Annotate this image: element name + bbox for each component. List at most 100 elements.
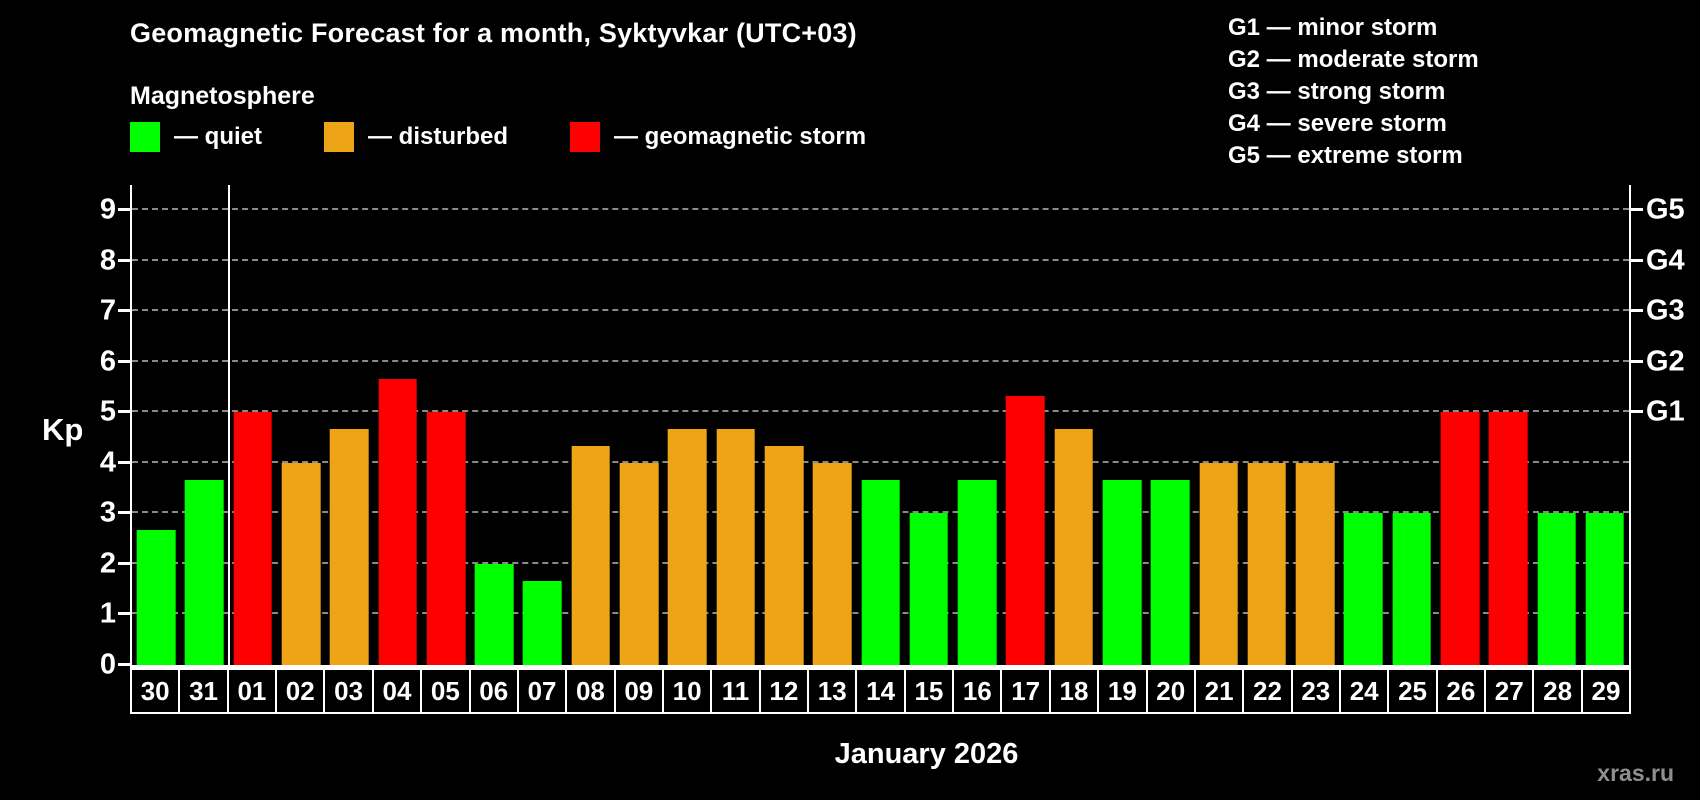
g-tick-G3 — [1631, 309, 1643, 313]
bar-day-15 — [909, 513, 949, 665]
bar-day-26 — [1440, 412, 1480, 665]
y-label-4: 4 — [99, 446, 116, 479]
gridline-kp-7 — [132, 309, 1629, 312]
bar-day-29 — [1585, 513, 1625, 665]
g-tick-G2 — [1631, 359, 1643, 363]
date-cell-23: 23 — [1290, 668, 1341, 714]
g-label-G4: G4 — [1646, 244, 1685, 277]
y-tick-5 — [118, 410, 130, 414]
chart-subtitle: Magnetosphere — [130, 82, 315, 110]
gridline-kp-4 — [132, 460, 1629, 463]
bar-day-19 — [1102, 479, 1142, 665]
date-cell-08: 08 — [565, 668, 616, 714]
date-cell-02: 02 — [275, 668, 326, 714]
y-label-5: 5 — [99, 395, 116, 428]
date-cell-04: 04 — [371, 668, 423, 714]
y-axis-title: Kp — [42, 412, 84, 447]
date-cell-27: 27 — [1484, 668, 1535, 714]
legend-item-storm: — geomagnetic storm — [570, 122, 866, 152]
legend-label-storm: — geomagnetic storm — [614, 123, 867, 150]
gridline-kp-5 — [132, 410, 1629, 413]
bar-day-14 — [861, 479, 900, 665]
bar-day-25 — [1392, 513, 1431, 665]
y-tick-0 — [118, 663, 130, 666]
gridline-kp-6 — [132, 359, 1629, 362]
bar-day-22 — [1247, 462, 1287, 665]
bar-day-12 — [764, 446, 804, 665]
y-label-1: 1 — [99, 597, 116, 630]
date-cell-21: 21 — [1193, 668, 1245, 714]
date-cell-26: 26 — [1435, 668, 1487, 714]
y-tick-1 — [118, 612, 130, 616]
plot-area — [118, 185, 1643, 668]
date-cell-20: 20 — [1145, 668, 1196, 714]
bar-day-01 — [233, 412, 273, 665]
g-tick-G1 — [1631, 410, 1643, 414]
legend-label-quiet: — quiet — [174, 123, 262, 150]
g-label-G1: G1 — [1646, 395, 1685, 428]
g-label-G3: G3 — [1646, 294, 1685, 327]
bar-day-05 — [426, 412, 466, 665]
date-cell-10: 10 — [661, 668, 713, 714]
bar-day-31 — [185, 479, 224, 665]
g-scale-line-5: G5 — extreme storm — [1228, 142, 1463, 169]
bar-day-09 — [619, 462, 659, 665]
y-tick-2 — [118, 561, 130, 565]
g-tick-G5 — [1631, 208, 1643, 212]
watermark: xras.ru — [1597, 760, 1674, 786]
bar-day-17 — [1006, 395, 1045, 665]
bar-day-08 — [571, 446, 611, 665]
bar-day-04 — [378, 378, 417, 665]
legend-swatch-disturbed — [324, 122, 354, 152]
date-axis: 30 31 01 02 03 04 05 06 07 08 09 10 11 12 13 14 15 16 17 18… — [130, 668, 1632, 714]
bar-day-03 — [329, 429, 369, 665]
date-cell-30: 30 — [130, 668, 181, 714]
g-scale-line-2: G2 — moderate storm — [1228, 46, 1479, 73]
bar-day-27 — [1488, 412, 1528, 665]
y-label-3: 3 — [99, 496, 116, 529]
bar-day-18 — [1054, 429, 1093, 665]
date-cell-22: 22 — [1242, 668, 1293, 714]
g-scale-line-4: G4 — severe storm — [1228, 110, 1447, 137]
date-cell-05: 05 — [420, 668, 471, 714]
y-label-2: 2 — [99, 547, 116, 580]
bar-day-13 — [812, 462, 852, 665]
bar-day-06 — [474, 563, 514, 665]
date-cell-03: 03 — [323, 668, 374, 714]
x-axis-month-label: January 2026 — [834, 738, 1019, 770]
date-cell-17: 17 — [1000, 668, 1051, 714]
bar-day-30 — [136, 530, 176, 665]
legend-label-disturbed: — disturbed — [368, 123, 509, 150]
y-axis-tick-labels: 0 1 2 3 4 5 6 7 8 9 — [28, 185, 116, 681]
kp-legend: — quiet — disturbed — geomagnetic storm — [130, 122, 866, 152]
date-cell-12: 12 — [758, 668, 810, 714]
gridline-kp-9 — [132, 208, 1629, 211]
bar-day-24 — [1344, 513, 1383, 665]
bar-day-20 — [1150, 479, 1190, 665]
y-label-6: 6 — [99, 345, 116, 378]
date-cell-09: 09 — [613, 668, 664, 714]
y-tick-7 — [118, 309, 130, 313]
date-cell-29: 29 — [1580, 668, 1632, 714]
chart-title: Geomagnetic Forecast for a month, Syktyv… — [130, 18, 857, 48]
y-tick-6 — [118, 359, 130, 363]
bar-day-07 — [523, 580, 562, 665]
legend-swatch-quiet — [130, 122, 160, 152]
y-tick-3 — [118, 511, 130, 515]
y-label-9: 9 — [99, 193, 116, 226]
legend-item-disturbed: — disturbed — [324, 122, 508, 152]
g-scale-legend: G1 — minor storm G2 — moderate storm G3 — … — [1228, 12, 1479, 172]
date-cell-25: 25 — [1387, 668, 1438, 714]
y-label-7: 7 — [99, 294, 116, 327]
date-cell-11: 11 — [710, 668, 761, 714]
date-cell-19: 19 — [1097, 668, 1148, 714]
y-tick-4 — [118, 460, 130, 464]
y-label-0: 0 — [99, 648, 116, 681]
date-cell-18: 18 — [1048, 668, 1100, 714]
bar-day-21 — [1199, 462, 1238, 665]
date-cell-16: 16 — [952, 668, 1003, 714]
g-scale-line-3: G3 — strong storm — [1228, 78, 1446, 105]
bar-day-28 — [1537, 513, 1576, 665]
bar-day-11 — [716, 429, 755, 665]
